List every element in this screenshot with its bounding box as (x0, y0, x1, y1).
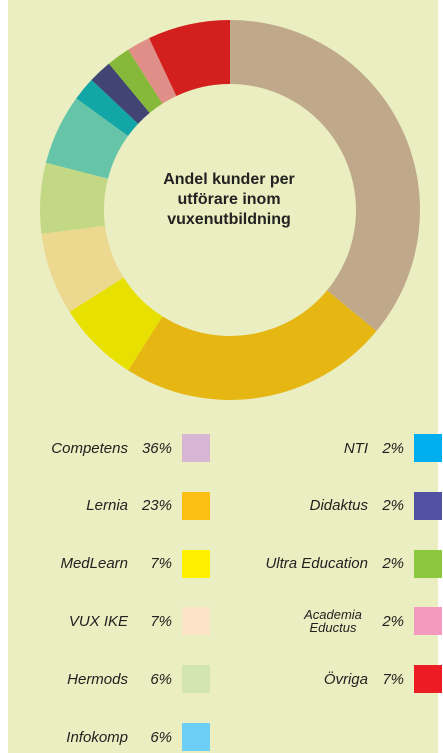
legend-value: 7% (150, 555, 172, 573)
chart: Andel kunder per utförare inom vuxenutbi… (8, 0, 442, 753)
legend-label: Lernia (8, 498, 128, 513)
legend-value: 23% (141, 497, 172, 515)
legend-item: Didaktus 2% (188, 491, 442, 521)
donut-segment (40, 162, 108, 234)
legend-value: 2% (382, 439, 404, 457)
donut-segment (91, 63, 150, 124)
legend-label: Didaktus (188, 498, 368, 513)
legend-label: Hermods (8, 672, 128, 687)
legend-swatch (182, 549, 210, 578)
legend-item: Lernia 23% (8, 491, 210, 521)
legend-item: Ultra Education 2% (188, 549, 442, 579)
donut-segment (45, 98, 129, 179)
legend-item: VUX IKE 7% (8, 606, 210, 636)
legend-label: NTI (188, 441, 368, 456)
chart-title: Andel kunder per utförare inom vuxenutbi… (163, 171, 295, 228)
legend-swatch (414, 607, 442, 636)
legend-label-text: Hermods (67, 670, 128, 688)
legend-swatch (182, 665, 210, 694)
legend-label-text: Competens (51, 439, 128, 457)
legend-label: VUX IKE (8, 614, 128, 629)
legend-label-text: Academia Eductus (304, 607, 362, 636)
legend-label-text: VUX IKE (68, 612, 128, 630)
legend-label-text: Lernia (86, 497, 128, 515)
legend-label-text: Didaktus (309, 497, 368, 515)
legend-label-text: Infokomp (66, 728, 128, 746)
donut-segment (128, 38, 177, 104)
legend-label-text: Övriga (323, 670, 368, 688)
legend-item: Hermods 6% (8, 664, 210, 694)
legend-label: MedLearn (8, 556, 128, 571)
donut (40, 20, 421, 400)
legend-swatch (182, 434, 210, 462)
legend-swatch (414, 434, 442, 462)
legend-item: Infokomp 6% (8, 722, 210, 752)
donut-segment (230, 20, 421, 332)
legend-label: Academia Eductus (188, 608, 368, 634)
legend-label: Infokomp (8, 730, 128, 745)
donut-segment (41, 225, 124, 312)
donut-segment (149, 20, 230, 96)
legend-swatch (182, 607, 210, 636)
legend-value: 6% (150, 670, 172, 688)
legend-value: 2% (382, 497, 404, 515)
legend-value: 7% (382, 670, 404, 688)
donut-segment (69, 277, 163, 371)
legend-item: NTI 2% (188, 433, 442, 463)
legend-swatch (414, 491, 442, 520)
legend-swatch (182, 723, 210, 751)
legend-label: Competens (8, 441, 128, 456)
legend-swatch (414, 665, 442, 694)
donut-segment (108, 49, 163, 113)
legend-label: Övriga (188, 672, 368, 687)
legend-value: 6% (150, 728, 172, 746)
legend-value: 2% (382, 612, 404, 630)
legend-item: Academia Eductus 2% (188, 606, 442, 636)
legend-item: Övriga 7% (188, 664, 442, 694)
legend-value: 2% (382, 555, 404, 573)
legend-label-text: NTI (343, 439, 368, 457)
legend-item: Competens 36% (8, 433, 210, 463)
legend-value: 7% (150, 612, 172, 630)
legend-item: MedLearn 7% (8, 549, 210, 579)
donut-segment (128, 290, 377, 400)
legend-swatch (414, 549, 442, 578)
legend-value: 36% (141, 439, 172, 457)
legend-swatch (182, 491, 210, 520)
legend-label-text: MedLearn (60, 555, 128, 573)
legend-label: Ultra Education (188, 556, 368, 571)
donut-segment (76, 79, 139, 136)
legend-label-text: Ultra Education (265, 555, 368, 573)
